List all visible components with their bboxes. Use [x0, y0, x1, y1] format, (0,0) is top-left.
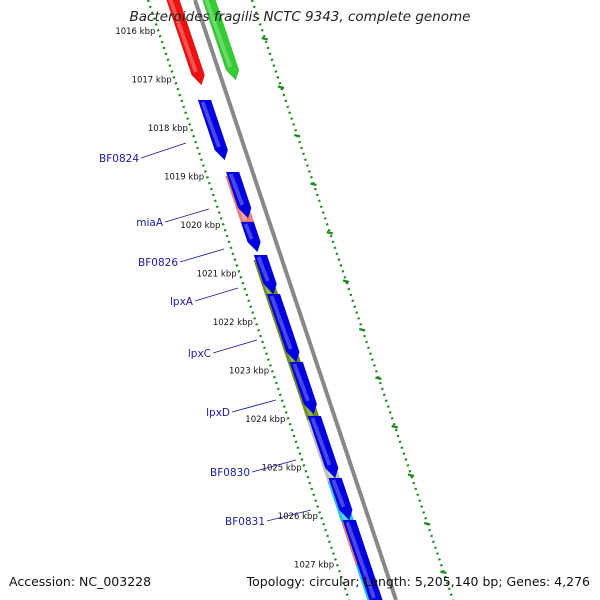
gene-label-miaA[interactable]: miaA — [136, 217, 164, 229]
gene-block-BF0826-shade — [243, 223, 254, 240]
gene-block-plus-4 — [307, 415, 339, 479]
gene-block-BF0824-shade — [200, 101, 221, 148]
kbp-tick-label: 1023 kbp — [229, 367, 269, 377]
kbp-tick-label: 1021 kbp — [197, 270, 237, 280]
gene-leader-line — [194, 287, 239, 302]
kbp-tick-label: 1020 kbp — [180, 221, 220, 231]
track-tick — [440, 570, 447, 575]
gene-label-BF0824[interactable]: BF0824 — [99, 153, 139, 165]
kbp-tick-label: 1018 kbp — [148, 124, 188, 134]
kbp-tick-label: 1025 kbp — [262, 464, 302, 474]
track-tick — [342, 279, 350, 284]
gene-labels: BF0824 miaA BF0826 lpxA lpxC lpxD BF0830 BF0831 — [99, 142, 312, 528]
plus-strand-track — [197, 0, 383, 600]
gene-block-plus-2-shade — [256, 256, 270, 282]
track-tick — [310, 182, 317, 187]
gene-block-plus-3-shade — [292, 363, 310, 402]
kbp-tick-label: 1016 kbp — [115, 27, 155, 37]
kbp-tick-label: 1019 kbp — [164, 173, 204, 183]
gene-label-BF0830[interactable]: BF0830 — [210, 467, 250, 479]
track-tick — [277, 85, 285, 90]
gene-leader-line — [251, 459, 297, 473]
kbp-tick-label: 1024 kbp — [245, 415, 285, 425]
gene-block-plus-4-shade — [310, 417, 332, 466]
genome-backbone — [193, 0, 398, 600]
gene-leader-line — [140, 142, 187, 159]
gene-block-BF0824 — [197, 99, 229, 161]
right-dotted-track — [250, 0, 455, 600]
gene-block-lpxC — [266, 293, 300, 363]
kbp-tick-label: 1022 kbp — [213, 318, 253, 328]
genome-title: Bacteroides fragilis NCTC 9343, complete… — [129, 9, 471, 25]
gene-label-lpxC[interactable]: lpxC — [188, 348, 211, 360]
gene-block-green — [202, 0, 240, 81]
left-dotted-track — [146, 0, 351, 600]
gene-block-lpxC-shade — [269, 295, 293, 350]
track-tick — [423, 521, 431, 526]
gene-label-BF0831[interactable]: BF0831 — [225, 516, 265, 528]
gene-block-plus-2 — [253, 254, 277, 295]
gene-block-plus-6 — [342, 519, 383, 600]
track-tick — [326, 230, 334, 235]
gene-block-red — [166, 0, 205, 86]
gene-block-plus-6-shade — [345, 521, 376, 599]
gene-label-lpxA[interactable]: lpxA — [170, 296, 194, 308]
kbp-tick-label: 1026 kbp — [278, 512, 318, 522]
kbp-tick-label: 1017 kbp — [132, 76, 172, 86]
gene-label-BF0826[interactable]: BF0826 — [138, 257, 178, 269]
gene-label-lpxD[interactable]: lpxD — [206, 407, 230, 419]
gene-block-plus-5 — [328, 477, 353, 521]
gene-leader-line — [164, 208, 210, 223]
kbp-scale: 1016 kbp 1017 kbp 1018 kbp 1019 kbp 1020 kbp… — [115, 27, 334, 571]
track-tick — [261, 36, 269, 41]
gene-block-plus-1 — [225, 171, 252, 219]
gene-leader-line — [231, 399, 277, 413]
gene-block-plus-5-shade — [331, 479, 346, 508]
gene-leader-line — [212, 339, 258, 354]
genome-summary-text: Topology: circular; Length: 5,205,140 bp… — [246, 574, 590, 589]
track-tick — [375, 376, 382, 381]
gene-block-green-shade — [204, 0, 233, 68]
gene-leader-line — [179, 248, 225, 263]
track-tick — [293, 133, 301, 138]
kbp-tick-label: 1027 kbp — [294, 561, 334, 571]
track-tick — [407, 473, 415, 478]
gene-block-plus-1-shade — [228, 173, 245, 206]
gene-block-plus-3 — [289, 361, 318, 415]
track-tick — [391, 424, 399, 429]
gene-block-BF0826 — [240, 221, 261, 253]
track-tick — [358, 327, 366, 332]
gene-leader-line — [266, 509, 312, 522]
gene-block-red-shade — [168, 0, 198, 73]
accession-text: Accession: NC_003228 — [9, 574, 152, 589]
